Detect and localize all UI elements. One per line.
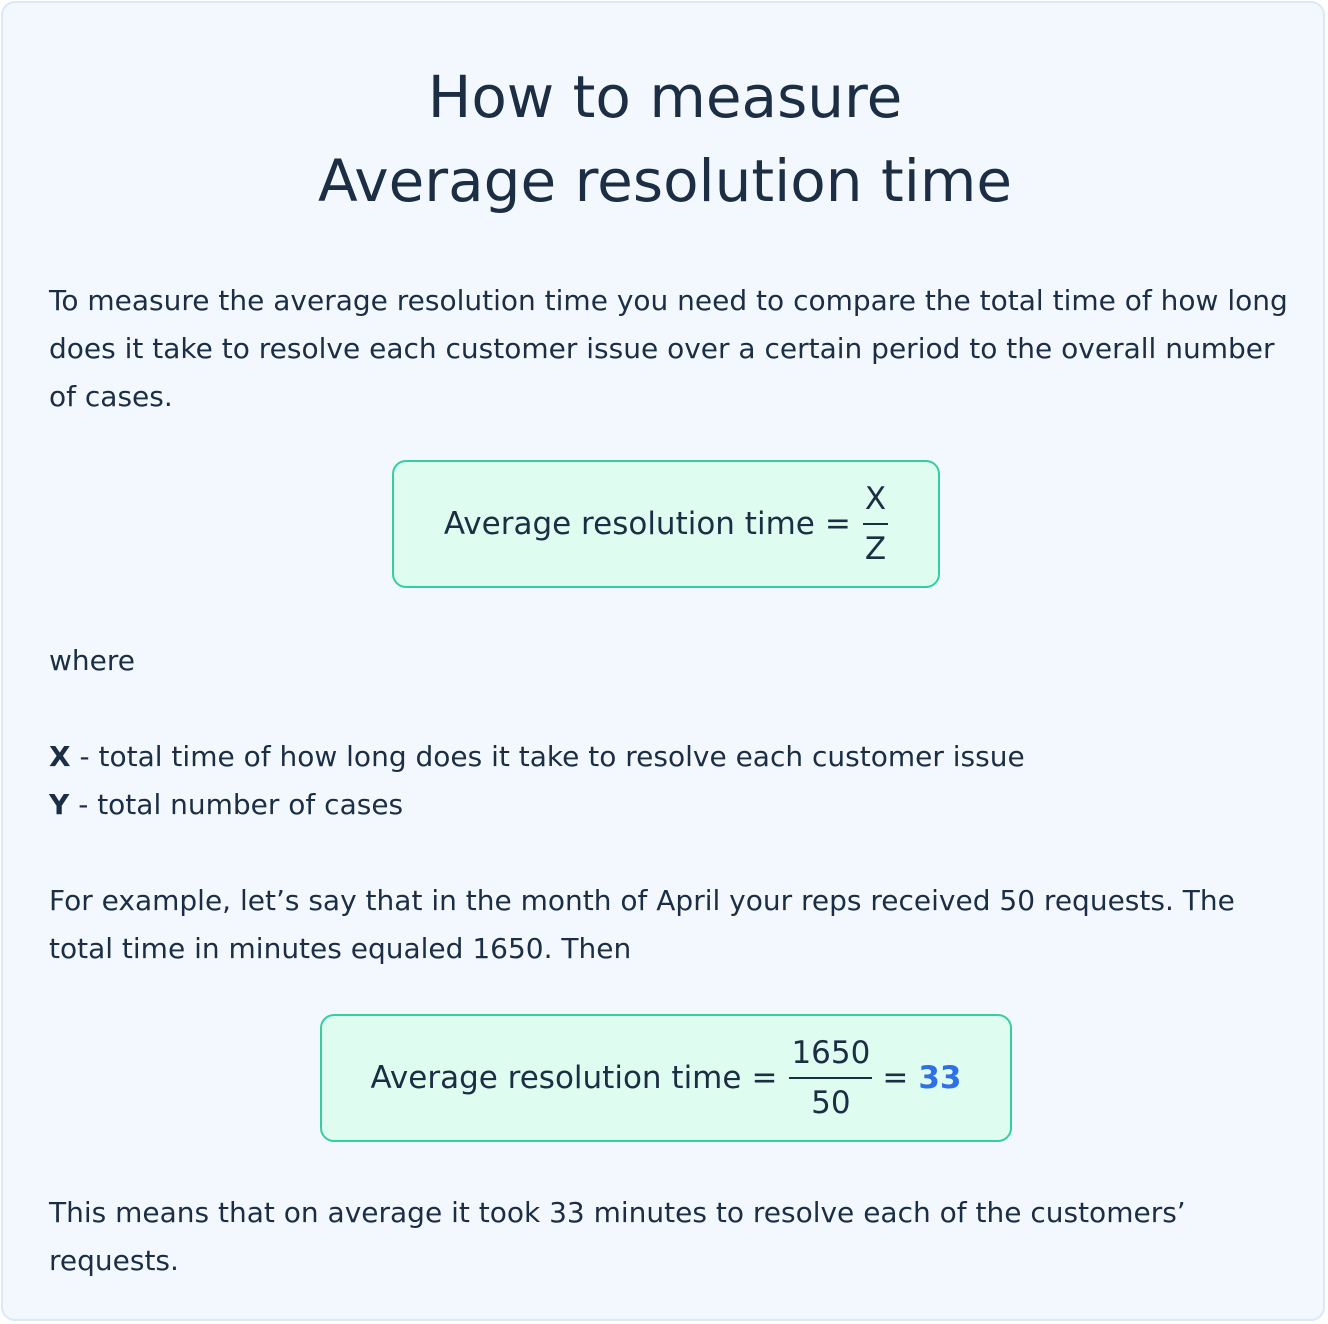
formula-equals: =: [824, 506, 851, 542]
title-line-2: Average resolution time: [317, 147, 1013, 215]
page-title: How to measure Average resolution time: [3, 55, 1327, 223]
definition-symbol: X: [49, 740, 71, 773]
title-line-1: How to measure: [427, 63, 903, 131]
formula-fraction: X Z: [862, 477, 889, 571]
fraction-denominator: 50: [811, 1085, 851, 1121]
fraction-numerator: X: [862, 477, 889, 525]
fraction-numerator: 1650: [789, 1031, 873, 1079]
formula-box-general: Average resolution time = X Z: [392, 460, 940, 588]
fraction-denominator: Z: [864, 531, 887, 567]
definitions-list: X - total time of how long does it take …: [49, 733, 1025, 829]
intro-paragraph: To measure the average resolution time y…: [49, 284, 1288, 413]
where-text: where: [49, 644, 135, 677]
formula-equals-result: =: [882, 1060, 909, 1096]
formula-box-example: Average resolution time = 1650 50 = 33: [320, 1014, 1012, 1142]
formula-label: Average resolution time: [443, 506, 815, 542]
formula-fraction: 1650 50: [789, 1031, 873, 1125]
formula-equals: =: [751, 1060, 778, 1096]
formula-label: Average resolution time: [370, 1060, 742, 1096]
definition-text: - total time of how long does it take to…: [79, 740, 1025, 773]
example-paragraph: For example, let’s say that in the month…: [49, 884, 1235, 965]
definition-item-x: X - total time of how long does it take …: [49, 733, 1025, 781]
formula-result: 33: [918, 1060, 962, 1096]
definition-text: - total number of cases: [78, 788, 404, 821]
definition-symbol: Y: [49, 788, 70, 821]
conclusion-paragraph: This means that on average it took 33 mi…: [49, 1196, 1186, 1277]
definition-item-y: Y - total number of cases: [49, 781, 1025, 829]
